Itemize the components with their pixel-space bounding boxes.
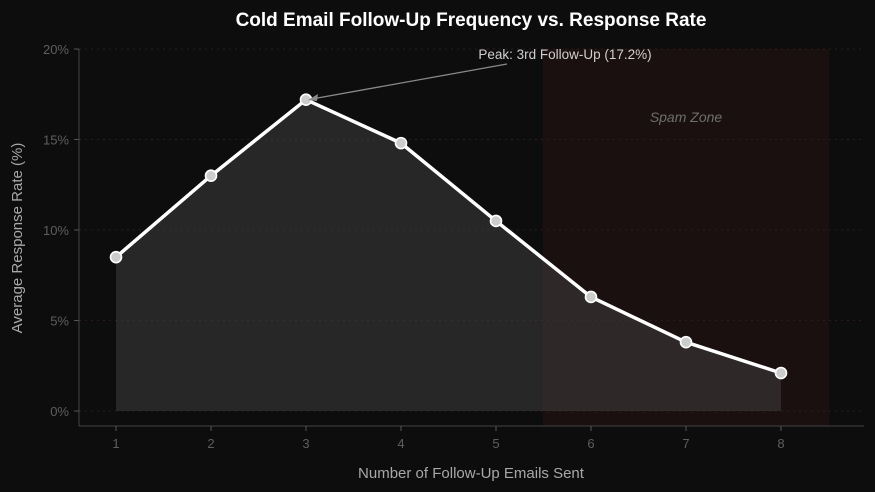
y-ticks: 0% 5% 10% 15% 20% <box>43 42 79 419</box>
data-point <box>109 250 123 264</box>
y-tick-label: 0% <box>50 404 69 419</box>
gridlines <box>79 48 864 412</box>
data-point <box>204 169 218 182</box>
y-tick-label: 10% <box>43 223 69 238</box>
area-fill <box>116 99 781 412</box>
y-axis-label: Average Response Rate (%) <box>9 143 26 334</box>
data-markers <box>109 93 788 380</box>
y-tick-label: 5% <box>50 314 69 329</box>
peak-arrow <box>311 63 508 100</box>
data-point <box>394 136 408 150</box>
x-tick-label: 1 <box>112 436 119 451</box>
x-ticks: 1 2 3 4 5 6 7 8 <box>112 426 785 451</box>
data-point <box>774 366 788 380</box>
spam-zone-region <box>543 49 829 426</box>
x-tick-label: 2 <box>207 436 214 451</box>
x-tick-label: 8 <box>777 436 784 451</box>
x-tick-label: 6 <box>587 436 594 451</box>
x-axis-label: Number of Follow-Up Emails Sent <box>358 465 585 482</box>
peak-annotation: Peak: 3rd Follow-Up (17.2%) <box>478 47 651 62</box>
y-tick-label: 15% <box>43 133 69 148</box>
x-tick-label: 4 <box>397 436 404 451</box>
y-tick-label: 20% <box>43 42 69 57</box>
data-point <box>679 335 693 349</box>
data-point <box>584 290 598 304</box>
spam-zone-label: Spam Zone <box>650 109 723 125</box>
arrow-head-icon <box>308 94 318 101</box>
data-point <box>489 214 503 228</box>
x-tick-label: 3 <box>302 436 309 451</box>
x-tick-label: 5 <box>492 436 499 451</box>
x-tick-label: 7 <box>682 436 689 451</box>
data-line <box>114 97 782 375</box>
chart-title: Cold Email Follow-Up Frequency vs. Respo… <box>236 10 707 31</box>
